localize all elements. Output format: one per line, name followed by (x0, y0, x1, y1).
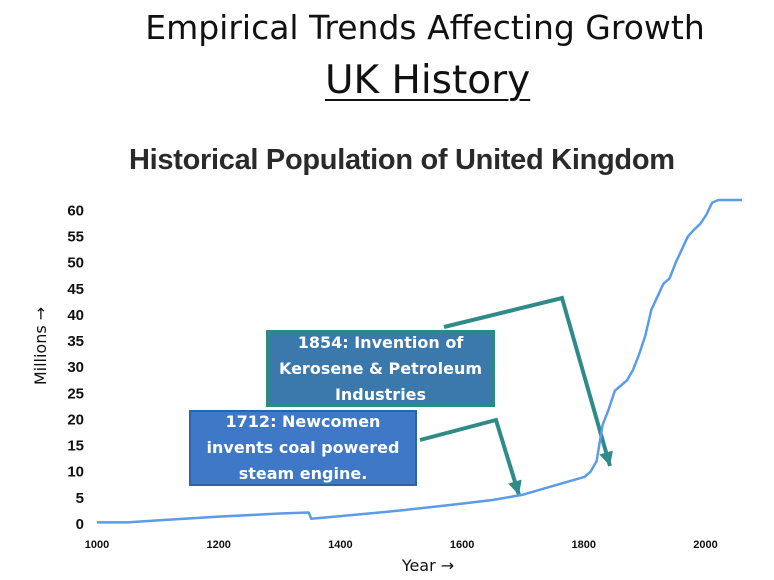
annotation-1712-text: 1712: Newcomen invents coal powered stea… (206, 412, 400, 483)
y-tick-label: 40 (67, 307, 84, 324)
annotation-arrows (419, 295, 613, 496)
y-axis-label: Millions → (31, 307, 50, 385)
slide-title: Empirical Trends Affecting Growth (145, 8, 705, 47)
y-tick-label: 25 (67, 385, 84, 402)
y-tick-label: 35 (67, 333, 84, 350)
x-tick-label: 1800 (572, 539, 596, 551)
annotation-1712-arrow-head (508, 479, 522, 495)
y-tick-label: 5 (76, 490, 84, 507)
annotation-1854-text: 1854: Invention of Kerosene & Petroleum … (278, 332, 483, 404)
y-tick-label: 20 (67, 411, 84, 428)
x-tick-label: 1200 (206, 539, 230, 551)
y-tick-label: 10 (67, 464, 84, 481)
y-tick-label: 45 (67, 281, 84, 298)
x-tick-label: 2000 (693, 539, 717, 551)
annotation-1712-arrow (419, 417, 521, 496)
y-tick-label: 50 (67, 255, 84, 272)
y-tick-label: 0 (76, 516, 84, 533)
annotation-1712-callout: 1712: Newcomen invents coal powered stea… (189, 410, 417, 486)
y-tick-label: 30 (67, 359, 84, 376)
y-tick-label: 60 (67, 202, 84, 219)
x-axis-ticks: 1000 1200 1400 1600 1800 2000 (85, 539, 718, 551)
annotation-1854-callout: 1854: Invention of Kerosene & Petroleum … (266, 330, 495, 407)
x-tick-label: 1600 (450, 539, 474, 551)
slide-subtitle: UK History (325, 58, 531, 103)
y-tick-label: 15 (67, 438, 84, 455)
chart-title: Historical Population of United Kingdom (129, 144, 675, 176)
y-tick-label: 55 (67, 229, 84, 246)
x-tick-label: 1000 (85, 539, 109, 551)
annotation-1854-arrow-head (599, 450, 613, 466)
population-series-line (97, 198, 742, 524)
x-tick-label: 1400 (328, 539, 352, 551)
annotation-1854-arrow (443, 295, 612, 467)
x-axis-label: Year → (401, 556, 454, 575)
y-axis-ticks: 0 5 10 15 20 25 30 35 40 45 50 55 60 (67, 202, 84, 533)
